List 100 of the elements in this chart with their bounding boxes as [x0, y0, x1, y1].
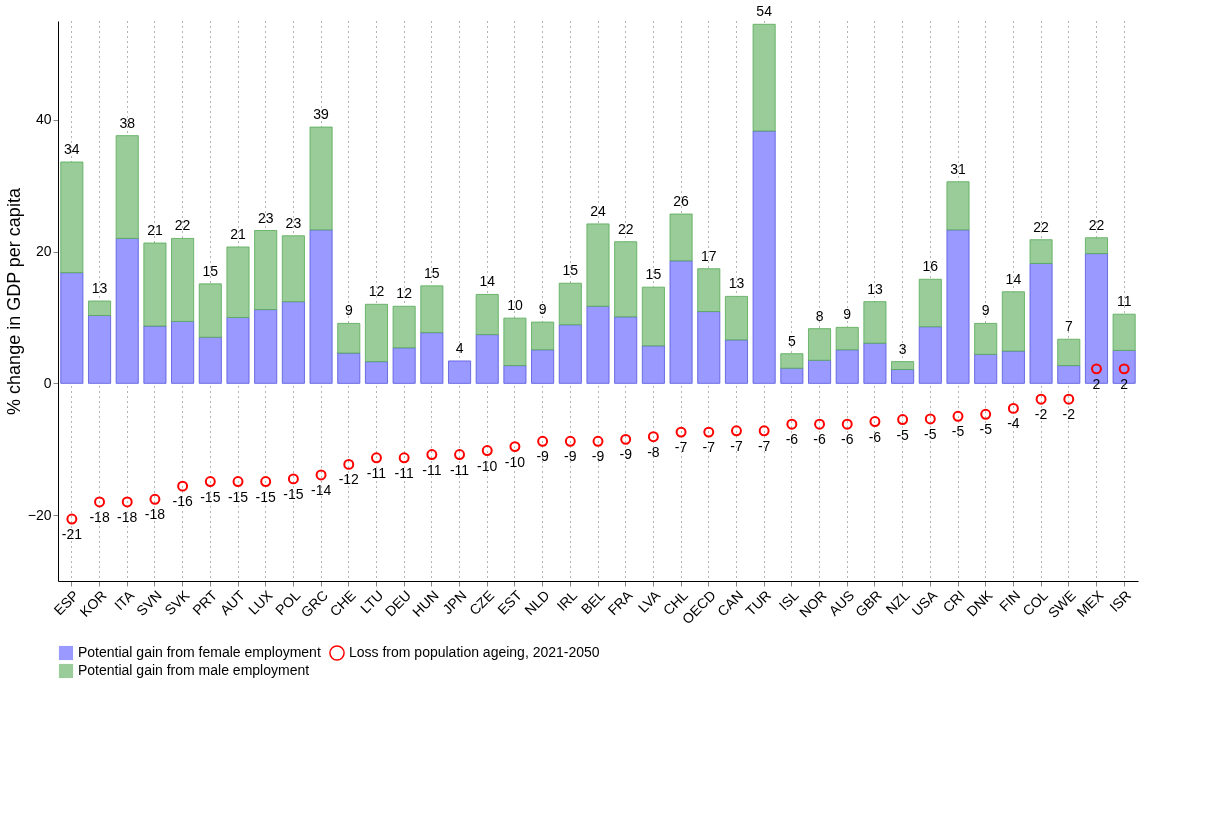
total-label: 11 — [1116, 293, 1132, 310]
total-label: 22 — [617, 220, 634, 237]
y-tick-label: 40 — [35, 111, 52, 128]
bar — [115, 237, 139, 384]
bar — [475, 293, 499, 336]
total-label: 26 — [673, 193, 690, 210]
bar — [337, 322, 361, 354]
total-label: 38 — [119, 114, 136, 131]
total-label: 15 — [424, 264, 440, 281]
bar — [87, 300, 112, 316]
point — [703, 426, 715, 438]
total-label: 22 — [174, 217, 191, 234]
bar — [641, 286, 665, 347]
bar — [863, 301, 887, 344]
legend-label: Loss from population ageing, 2021-2050 — [349, 644, 600, 660]
total-label: 9 — [843, 306, 852, 323]
data-label: -6 — [813, 431, 826, 448]
bar — [60, 272, 84, 384]
total-label: 21 — [230, 225, 246, 242]
point — [315, 469, 327, 481]
bar — [115, 135, 139, 239]
total-label: 21 — [147, 222, 163, 239]
bar — [780, 353, 804, 369]
total-label: 24 — [590, 202, 606, 219]
bar — [724, 295, 749, 341]
data-label: -11 — [394, 464, 414, 481]
point — [592, 435, 604, 447]
bar — [143, 242, 167, 327]
bar — [309, 126, 333, 231]
point — [66, 513, 78, 525]
point — [1063, 393, 1075, 405]
total-label: 5 — [787, 332, 796, 349]
point — [426, 449, 438, 460]
data-label: -7 — [674, 439, 688, 456]
point — [924, 413, 936, 425]
point — [287, 473, 299, 485]
data-label: -15 — [283, 485, 304, 502]
legend-label: Potential gain from male employment — [78, 662, 310, 678]
total-label: 9 — [538, 301, 547, 318]
bar — [364, 361, 389, 384]
point — [232, 476, 244, 487]
bar — [226, 246, 250, 318]
total-label: 23 — [257, 209, 274, 226]
y-axis-title: % change in GDP per capita — [3, 187, 24, 415]
bar — [918, 278, 942, 328]
bar — [586, 305, 610, 384]
data-label: -15 — [200, 488, 221, 505]
point — [1007, 402, 1019, 414]
bar — [1001, 350, 1025, 384]
point — [177, 480, 189, 492]
data-label: -2 — [1062, 406, 1076, 423]
total-label: 9 — [981, 302, 990, 319]
bar — [171, 237, 195, 322]
point — [343, 458, 355, 470]
bar — [281, 235, 305, 303]
bar — [974, 353, 998, 384]
point — [897, 414, 909, 426]
bar — [1112, 313, 1136, 351]
point — [204, 476, 216, 487]
point — [1035, 393, 1047, 405]
bar — [1084, 237, 1109, 255]
data-label: -15 — [227, 488, 249, 505]
data-label: -11 — [366, 464, 387, 481]
total-label: 9 — [344, 302, 353, 319]
total-label: 13 — [91, 280, 108, 296]
data-label: -12 — [338, 471, 360, 488]
bar — [807, 359, 832, 384]
total-label: 34 — [64, 140, 80, 157]
bar — [669, 213, 693, 262]
bar — [60, 161, 84, 274]
x-tick-label: NZL — [882, 586, 913, 618]
data-label: -7 — [730, 437, 743, 454]
bar — [697, 268, 721, 313]
point — [370, 452, 382, 464]
total-label: 17 — [700, 247, 717, 264]
bar — [974, 322, 998, 355]
bar — [724, 339, 749, 384]
point — [647, 431, 659, 443]
bar — [1057, 338, 1081, 367]
bar — [614, 316, 638, 384]
total-label: 22 — [1088, 216, 1105, 233]
bar — [891, 369, 915, 384]
data-label: -6 — [841, 431, 854, 448]
bar — [1029, 239, 1053, 264]
total-label: 7 — [1064, 318, 1073, 335]
point — [758, 425, 770, 437]
bar — [558, 282, 582, 326]
total-label: 13 — [867, 280, 883, 297]
point — [869, 416, 881, 428]
bar — [531, 321, 555, 351]
data-label: -5 — [951, 423, 965, 440]
data-label: -18 — [144, 506, 166, 523]
bar — [254, 230, 278, 311]
data-label: -18 — [89, 508, 110, 525]
bar — [752, 23, 776, 132]
bar — [780, 367, 804, 384]
bar — [918, 326, 942, 384]
bar — [1029, 262, 1053, 384]
point — [537, 435, 549, 447]
bar — [531, 349, 555, 384]
